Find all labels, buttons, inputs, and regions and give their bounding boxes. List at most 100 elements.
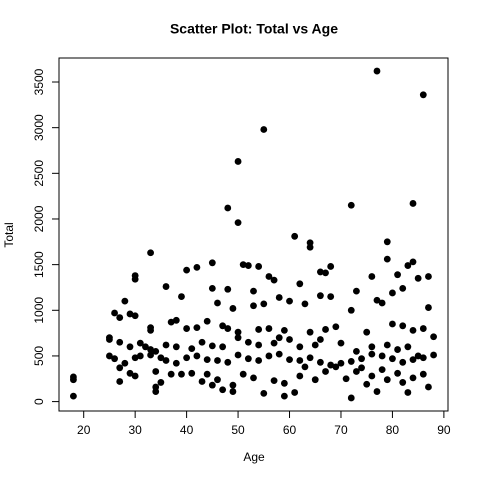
point bbox=[327, 361, 335, 369]
x-tick-label: 80 bbox=[386, 423, 400, 437]
point bbox=[311, 341, 319, 349]
point bbox=[286, 336, 293, 343]
point bbox=[152, 368, 160, 375]
point bbox=[255, 263, 263, 270]
point bbox=[224, 285, 232, 293]
point bbox=[291, 389, 299, 396]
point bbox=[332, 323, 340, 331]
point bbox=[208, 259, 216, 267]
point bbox=[250, 374, 257, 382]
point bbox=[337, 339, 345, 347]
point bbox=[286, 356, 293, 363]
point bbox=[152, 347, 160, 355]
point bbox=[224, 358, 232, 366]
point bbox=[316, 358, 324, 366]
point bbox=[183, 325, 191, 332]
point bbox=[389, 289, 396, 297]
point bbox=[116, 378, 124, 385]
y-tick-label: 3000 bbox=[32, 114, 46, 141]
chart-title: Scatter Plot: Total vs Age bbox=[170, 21, 338, 37]
point bbox=[229, 388, 237, 395]
point bbox=[409, 200, 417, 207]
point bbox=[265, 352, 273, 360]
point bbox=[70, 376, 77, 384]
point bbox=[214, 299, 221, 307]
point bbox=[409, 356, 417, 363]
y-tick-label: 2000 bbox=[32, 205, 46, 232]
point bbox=[419, 325, 427, 332]
point bbox=[183, 266, 191, 274]
point bbox=[399, 379, 407, 386]
point bbox=[363, 328, 371, 336]
point bbox=[244, 355, 252, 363]
point bbox=[198, 338, 206, 346]
point bbox=[136, 339, 144, 347]
point bbox=[280, 392, 288, 400]
point bbox=[358, 364, 365, 372]
point bbox=[147, 351, 154, 359]
point bbox=[234, 351, 242, 359]
y-tick-label: 2500 bbox=[32, 160, 46, 187]
point bbox=[172, 316, 180, 324]
point bbox=[193, 352, 201, 360]
point bbox=[147, 326, 154, 334]
point bbox=[126, 310, 134, 318]
point bbox=[224, 204, 232, 212]
point bbox=[147, 249, 154, 257]
point bbox=[353, 287, 360, 295]
point bbox=[255, 326, 263, 333]
point bbox=[234, 158, 242, 165]
point bbox=[347, 394, 355, 402]
point bbox=[373, 388, 381, 395]
point bbox=[255, 341, 263, 349]
point bbox=[358, 355, 365, 363]
point bbox=[260, 126, 268, 133]
point bbox=[162, 341, 170, 349]
point bbox=[142, 343, 149, 351]
point bbox=[368, 273, 376, 280]
point bbox=[234, 334, 242, 342]
x-tick-label: 90 bbox=[437, 423, 451, 437]
point bbox=[219, 322, 227, 330]
point bbox=[162, 357, 170, 364]
point bbox=[306, 354, 314, 362]
point bbox=[389, 320, 396, 328]
point bbox=[270, 276, 278, 284]
point bbox=[327, 293, 335, 300]
point bbox=[193, 324, 201, 332]
point bbox=[172, 343, 180, 351]
point bbox=[111, 309, 118, 317]
point bbox=[147, 346, 154, 353]
point bbox=[296, 357, 304, 364]
point bbox=[198, 378, 206, 385]
point bbox=[244, 262, 252, 269]
point bbox=[265, 325, 273, 332]
point bbox=[280, 326, 288, 334]
point bbox=[404, 389, 412, 396]
point bbox=[368, 350, 376, 358]
x-tick-label: 40 bbox=[180, 423, 194, 437]
point bbox=[234, 328, 242, 336]
point bbox=[419, 354, 427, 362]
point bbox=[296, 343, 304, 351]
point bbox=[131, 372, 139, 380]
point bbox=[178, 370, 185, 378]
point bbox=[157, 354, 165, 362]
point bbox=[399, 284, 407, 292]
point bbox=[106, 352, 113, 360]
point bbox=[172, 359, 180, 367]
point bbox=[337, 359, 345, 367]
point bbox=[291, 232, 299, 240]
x-tick-label: 30 bbox=[128, 423, 142, 437]
point bbox=[425, 273, 432, 280]
point bbox=[126, 369, 134, 377]
point bbox=[136, 352, 144, 360]
point bbox=[404, 262, 412, 269]
point bbox=[270, 339, 278, 347]
point bbox=[301, 363, 309, 371]
point bbox=[275, 350, 283, 358]
point bbox=[178, 293, 185, 300]
point bbox=[188, 345, 196, 353]
point bbox=[306, 328, 314, 336]
